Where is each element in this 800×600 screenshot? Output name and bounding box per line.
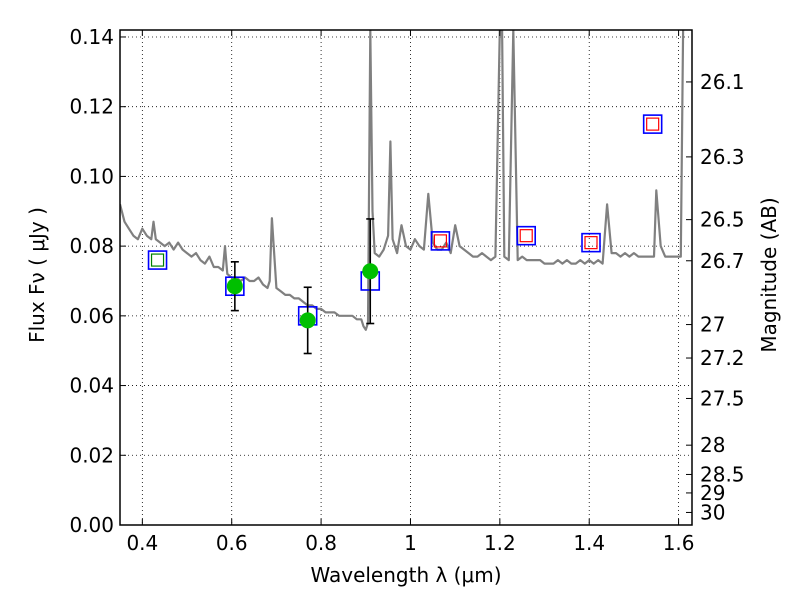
magnitude-tick-label: 28.5 [700,462,745,486]
y-tick-label: 0.00 [69,513,114,537]
magnitude-tick-label: 27.2 [700,346,745,370]
y-tick-label: 0.06 [69,304,114,328]
magnitude-tick-label: 28 [700,433,725,457]
inner-red-square-marker [646,117,660,131]
y-tick-label: 0.10 [69,164,114,188]
points-layer [147,114,663,355]
y-axis-label: Flux Fν ( μJy ) [25,207,49,343]
observed-point-marker [226,278,243,295]
plot-frame [119,29,693,526]
observed-point-marker [299,312,316,329]
magnitude-tick-label: 26.5 [700,208,745,232]
magnitude-tick-label: 30 [700,500,725,524]
magnitude-tick-label: 26.1 [700,70,745,94]
inner-red-square-marker [519,229,533,243]
inner-red-square-marker [584,236,598,250]
y-tick-label: 0.02 [69,443,114,467]
magnitude-tick-label: 26.7 [700,249,745,273]
y-tick-label: 0.04 [69,374,114,398]
magnitude-tick-label: 29 [700,481,725,505]
model-box-marker [642,114,663,134]
inner-red-square-marker [433,234,448,248]
magnitude-tick-label: 27.5 [700,386,745,410]
x-tick-label: 0.4 [126,531,158,555]
model-box-marker [430,231,451,251]
grid [120,30,692,526]
y-tick-label: 0.08 [69,234,114,258]
x-tick-label: 1 [404,531,417,555]
y-tick-label: 0.14 [69,25,114,49]
model-box-marker [581,232,601,253]
y-axis: 0.00 0.02 0.04 0.06 0.08 0.10 0.12 0.14 [69,25,126,537]
spectrum-line [120,30,685,331]
x-tick-label: 1.6 [663,531,695,555]
spectrum-layer [120,30,685,331]
x-tick-label: 0.6 [216,531,248,555]
magnitude-axis-label: Magnitude (AB) [757,197,781,352]
y-tick-label: 0.12 [69,95,114,119]
x-tick-label: 1.2 [484,531,516,555]
x-axis: 0.4 0.6 0.8 1 1.2 1.4 1.6 [126,30,695,555]
x-axis-label: Wavelength λ (μm) [310,563,501,587]
x-tick-label: 1.4 [573,531,605,555]
model-box-marker [516,225,537,246]
x-tick-label: 0.8 [305,531,337,555]
inner-green-square-marker [150,253,165,267]
magnitude-tick-label: 26.3 [700,145,745,169]
observed-point-marker [362,263,379,280]
model-box-marker [147,250,168,270]
magnitude-tick-label: 27 [700,313,725,337]
